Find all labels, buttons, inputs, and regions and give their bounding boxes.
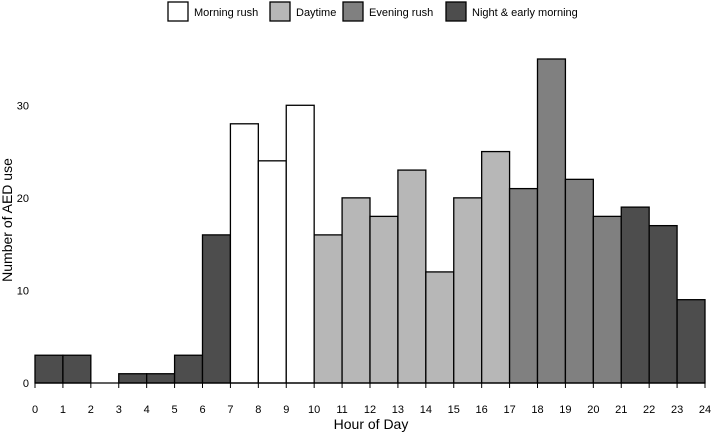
x-axis-label: Hour of Day bbox=[334, 416, 409, 432]
bar-hour-5 bbox=[173, 354, 204, 384]
x-tick-label: 21 bbox=[615, 404, 627, 416]
x-tick-label: 16 bbox=[476, 404, 488, 416]
x-tick-label: 23 bbox=[671, 404, 683, 416]
legend-item-morning: Morning rush bbox=[167, 1, 258, 22]
legend-swatch bbox=[167, 1, 189, 22]
x-tick-label: 0 bbox=[32, 404, 38, 416]
bar-hour-1 bbox=[62, 354, 92, 384]
bar-hour-10 bbox=[313, 234, 343, 384]
y-axis-label: Number of AED use bbox=[0, 158, 15, 282]
x-tick-label: 12 bbox=[364, 404, 376, 416]
bar-hour-20 bbox=[592, 215, 622, 384]
x-tick-label: 18 bbox=[531, 404, 543, 416]
x-tick-label: 13 bbox=[392, 404, 404, 416]
bar-hour-21 bbox=[620, 206, 650, 384]
bar-hour-16 bbox=[481, 150, 511, 384]
x-tick-label: 6 bbox=[199, 404, 205, 416]
x-tick-label: 19 bbox=[559, 404, 571, 416]
x-tick-label: 5 bbox=[172, 404, 178, 416]
bar-hour-9 bbox=[285, 104, 315, 384]
y-tick-label: 10 bbox=[17, 285, 29, 297]
legend-item-daytime: Daytime bbox=[269, 1, 336, 22]
bar-hour-18 bbox=[536, 58, 567, 384]
x-tick-label: 2 bbox=[88, 404, 94, 416]
x-tick-label: 11 bbox=[336, 404, 347, 416]
bar-hour-17 bbox=[508, 187, 539, 384]
bar-hour-8 bbox=[257, 160, 287, 384]
x-tick-label: 9 bbox=[283, 404, 289, 416]
x-tick-label: 24 bbox=[699, 404, 711, 416]
x-tick-label: 3 bbox=[116, 404, 122, 416]
x-tick-label: 22 bbox=[643, 404, 655, 416]
legend: Morning rush Daytime Evening rush Night & e… bbox=[167, 1, 578, 22]
legend-swatch bbox=[269, 1, 291, 22]
x-tick-label: 1 bbox=[60, 404, 66, 416]
bar-hour-23 bbox=[676, 299, 706, 384]
bar-hour-22 bbox=[648, 224, 678, 384]
legend-label: Night & early morning bbox=[472, 7, 578, 19]
bar-hour-11 bbox=[341, 197, 371, 384]
x-tick-label: 10 bbox=[308, 404, 320, 416]
bar-hour-19 bbox=[564, 178, 594, 384]
legend-label: Daytime bbox=[296, 7, 336, 19]
bar-hour-13 bbox=[397, 169, 427, 384]
x-tick-label: 20 bbox=[587, 404, 599, 416]
legend-swatch bbox=[342, 1, 364, 22]
y-tick-label: 20 bbox=[17, 193, 29, 205]
bar-hour-14 bbox=[425, 271, 455, 384]
bar-hour-0 bbox=[34, 354, 64, 384]
x-tick-label: 14 bbox=[420, 404, 432, 416]
bars bbox=[34, 58, 706, 384]
y-tick-label: 0 bbox=[23, 378, 29, 390]
x-tick-label: 7 bbox=[227, 404, 233, 416]
x-tick-label: 15 bbox=[448, 404, 460, 416]
y-axis: 0 10 20 30 bbox=[17, 100, 29, 390]
x-tick-label: 17 bbox=[503, 404, 515, 416]
bar-hour-12 bbox=[369, 215, 399, 384]
legend-swatch bbox=[445, 1, 467, 22]
bar-hour-7 bbox=[229, 123, 259, 384]
legend-item-night: Night & early morning bbox=[445, 1, 578, 22]
legend-item-evening: Evening rush bbox=[342, 1, 433, 22]
y-tick-label: 30 bbox=[17, 100, 29, 112]
legend-label: Evening rush bbox=[369, 7, 433, 19]
x-tick-label: 4 bbox=[144, 404, 150, 416]
legend-label: Morning rush bbox=[194, 7, 258, 19]
bar-hour-4 bbox=[146, 373, 176, 384]
bar-hour-15 bbox=[453, 197, 483, 384]
bar-hour-3 bbox=[118, 373, 148, 384]
bar-hour-6 bbox=[201, 234, 232, 384]
x-axis: 0 1 2 3 4 5 6 7 8 9 10 11 12 13 14 15 16 17 18 19 20 21 22 23 24 bbox=[32, 382, 711, 416]
x-tick-label: 8 bbox=[255, 404, 261, 416]
